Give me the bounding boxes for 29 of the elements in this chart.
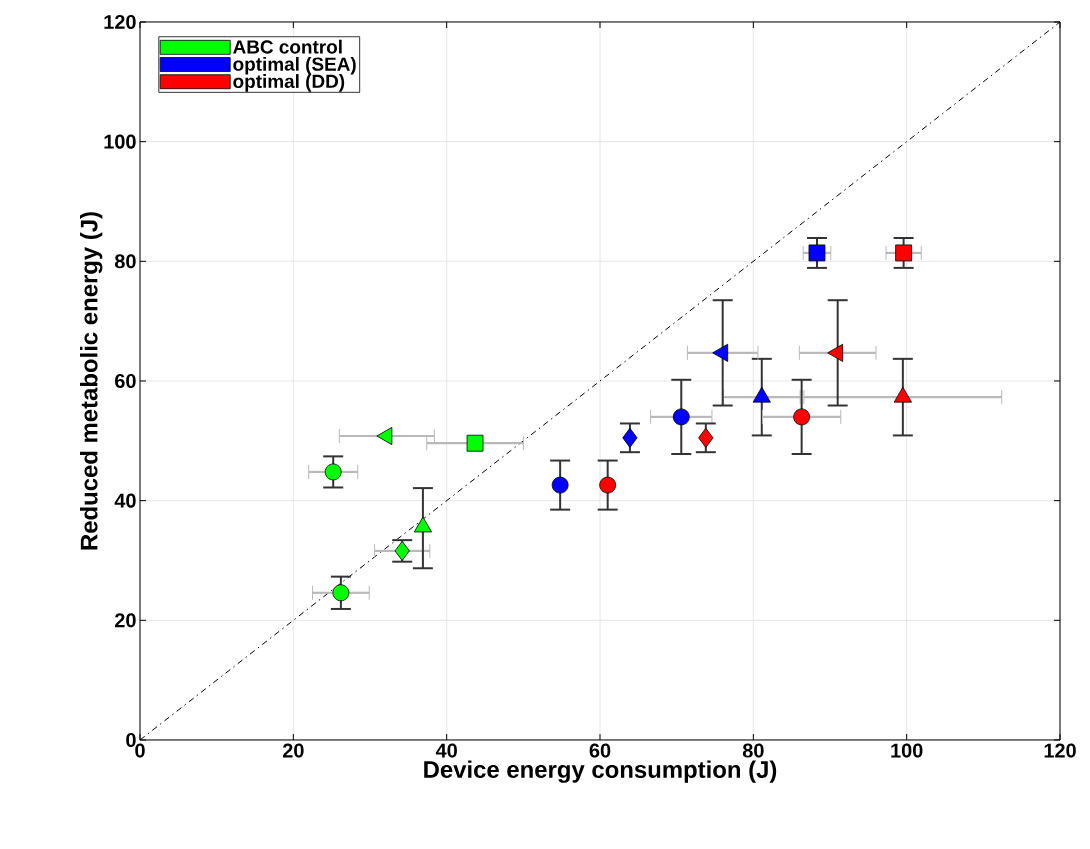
x-tick-label: 120 [1044, 743, 1076, 758]
point [895, 244, 913, 262]
point [324, 463, 342, 481]
x-tick-label: 100 [891, 743, 923, 758]
point [622, 427, 638, 448]
legend-label: optimal (SEA) [233, 56, 356, 75]
point [808, 244, 826, 262]
x-tick-label: 80 [742, 743, 764, 758]
point [332, 584, 350, 602]
x-axis-title: Device energy consumption (J) [424, 760, 777, 783]
point [698, 427, 714, 448]
x-tick-label: 20 [282, 743, 304, 758]
y-tick-label: 100 [104, 134, 136, 149]
x-tick-label: 60 [589, 743, 611, 758]
legend-label: optimal (DD) [233, 74, 345, 92]
y-tick-label: 80 [114, 254, 136, 269]
point [793, 408, 811, 426]
y-tick-label: 60 [115, 373, 136, 389]
y-tick-label: 120 [104, 14, 136, 30]
x-tick-label: 40 [435, 743, 457, 758]
y-tick-label: 40 [114, 493, 136, 508]
y-tick-label: 0 [126, 732, 136, 748]
legend-label: ABC control [233, 39, 342, 54]
point [672, 408, 690, 426]
point [551, 476, 569, 494]
y-tick-label: 20 [115, 613, 136, 628]
point [599, 476, 617, 494]
point [466, 434, 484, 452]
y-axis-title: Reduced metabolic energy (J) [80, 212, 103, 550]
